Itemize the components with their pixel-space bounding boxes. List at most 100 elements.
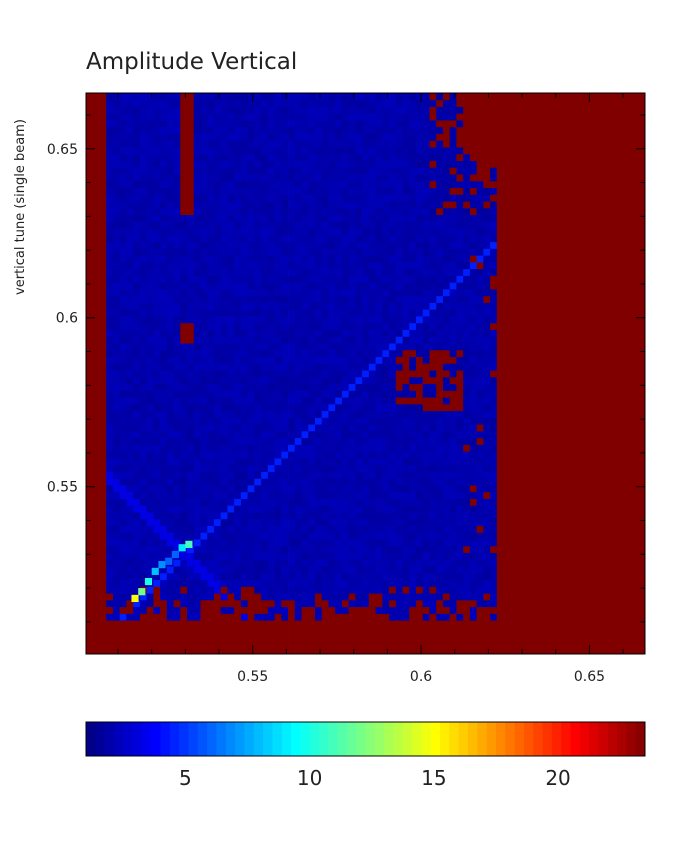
heatmap-cell [422,207,430,216]
heatmap-cell [436,512,444,520]
heatmap-cell [274,451,282,459]
heatmap-cell [240,613,249,621]
heatmap-cell [240,214,249,222]
heatmap-cell [463,261,471,270]
heatmap-cell [294,343,302,351]
heatmap-cell [281,241,289,249]
heatmap-cell [160,309,168,317]
heatmap-cell [112,599,121,608]
heatmap-cell [301,505,309,513]
heatmap-cell [180,599,188,608]
heatmap-cell [429,593,437,601]
heatmap-cell [483,268,491,276]
heatmap-cell [126,153,134,161]
heatmap-cell [240,147,249,155]
heatmap-cell [294,606,302,614]
heatmap-cell [227,106,235,114]
heatmap-cell [180,532,188,540]
heatmap-cell [422,478,430,486]
heatmap-cell [193,316,201,324]
heatmap-cell [247,295,255,303]
heatmap-cell [234,248,242,256]
heatmap-cell [281,356,289,364]
heatmap-cell [119,201,127,209]
heatmap-cell [187,606,195,614]
heatmap-cell [436,383,444,391]
heatmap-cell [436,221,444,229]
heatmap-cell [274,289,282,297]
heatmap-cell [139,572,148,581]
heatmap-cell [341,525,350,533]
heatmap-cell [335,626,343,635]
heatmap-cell [301,403,309,412]
heatmap-cell [200,539,208,547]
heatmap-cell [314,153,323,161]
heatmap-cell [261,424,269,432]
heatmap-cell [274,444,282,452]
heatmap-cell [362,221,370,229]
heatmap-cell [119,417,127,425]
heatmap-cell [335,620,343,628]
heatmap-cell [254,491,262,499]
heatmap-cell [240,606,249,614]
heatmap-cell [247,349,255,357]
heatmap-cell [254,417,262,425]
heatmap-cell [355,451,363,459]
heatmap-cell [456,289,464,297]
heatmap-cell [234,167,242,175]
heatmap-cell [240,282,249,290]
heatmap-cell [133,424,141,432]
heatmap-cell [254,505,262,513]
heatmap-cell [261,234,269,243]
heatmap-cell [328,241,336,249]
heatmap-cell [146,133,154,141]
heatmap-cell [234,390,242,398]
heatmap-cell [362,126,370,134]
heatmap-cell [139,113,148,121]
heatmap-cell [166,322,174,330]
heatmap-cell [193,620,201,628]
heatmap-cell [301,120,309,128]
heatmap-cell [126,255,134,263]
heatmap-cell [261,336,269,344]
heatmap-cell [395,370,403,378]
heatmap-cell [240,140,249,148]
heatmap-cell [422,153,430,161]
heatmap-cell [281,207,289,216]
heatmap-cell [92,363,100,371]
heatmap-cell [362,410,370,418]
heatmap-cell [402,363,410,371]
heatmap-cell [402,268,410,276]
heatmap-cell [92,471,100,479]
heatmap-cell [112,275,121,283]
heatmap-cell [86,228,94,236]
heatmap-cell [234,221,242,229]
heatmap-cell [274,349,282,357]
heatmap-cell [227,234,235,243]
heatmap-cell [99,255,107,263]
heatmap-cell [153,289,161,297]
heatmap-cell [469,336,478,344]
heatmap-cell [348,261,356,270]
heatmap-cell [301,572,309,581]
heatmap-cell [254,559,262,567]
heatmap-cell [308,133,316,141]
heatmap-cell [99,606,107,614]
heatmap-cell [395,559,403,567]
heatmap-cell [328,207,336,216]
heatmap-cell [436,471,444,479]
heatmap-cell [362,93,370,101]
heatmap-cell [449,194,457,202]
heatmap-cell [133,289,141,297]
heatmap-cell [254,471,262,479]
heatmap-cell [112,424,121,432]
heatmap-cell [416,566,424,574]
heatmap-cell [267,295,275,303]
heatmap-cell [308,457,316,466]
heatmap-cell [99,275,107,283]
heatmap-cell [86,268,94,276]
heatmap-cell [469,579,478,587]
heatmap-cell [422,430,430,439]
heatmap-cell [314,572,323,581]
heatmap-cell [153,120,161,128]
